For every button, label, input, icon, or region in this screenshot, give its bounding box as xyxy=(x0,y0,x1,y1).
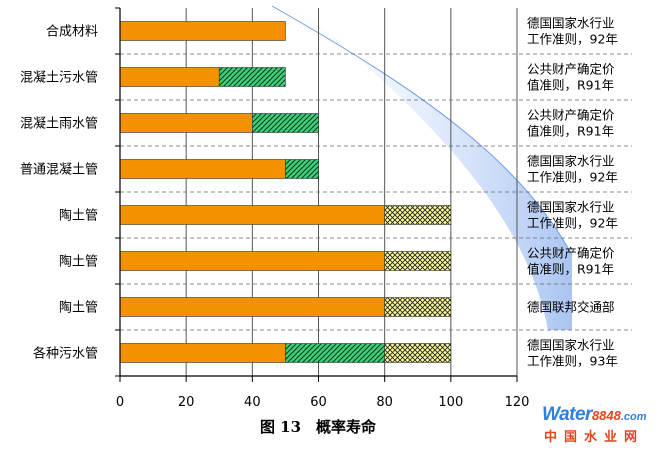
water8848-logo: Water8848.com 中国水业网 xyxy=(542,404,667,448)
x-tick-label: 100 xyxy=(438,395,463,410)
tick-labels: 0 20 40 60 80 100 120 xyxy=(116,395,530,410)
bar-segment xyxy=(285,159,319,179)
bar-segment xyxy=(218,67,286,87)
logo-number: 8848 xyxy=(591,408,621,423)
logo-water: Water xyxy=(542,404,592,425)
source-label: 工作准则，93年 xyxy=(527,354,618,369)
source-label: 德国国家水行业 xyxy=(527,16,615,31)
source-label: 公共财产确定价 xyxy=(527,108,615,123)
category-label: 普通混凝土管 xyxy=(20,162,98,178)
source-label: 值准则，R91年 xyxy=(527,78,614,93)
bar-segment xyxy=(384,343,452,363)
source-label: 德国联邦交通部 xyxy=(527,300,615,315)
category-label: 陶土管 xyxy=(59,254,98,270)
x-tick-label: 0 xyxy=(116,395,124,410)
category-label: 陶土管 xyxy=(59,208,98,224)
source-label: 工作准则，92年 xyxy=(527,216,618,231)
logo-domain: .com xyxy=(620,411,647,423)
source-label: 德国国家水行业 xyxy=(527,154,615,169)
x-tick-label: 20 xyxy=(178,395,195,410)
figure-caption: 图 13 概率寿命 xyxy=(260,418,377,436)
logo-chinese: 中国水业网 xyxy=(544,430,645,445)
axes xyxy=(115,7,518,382)
bar-segment xyxy=(119,67,220,87)
decorative-ribbon xyxy=(272,6,572,330)
bar-segment xyxy=(384,251,452,271)
x-tick-label: 80 xyxy=(376,395,393,410)
source-label: 公共财产确定价 xyxy=(527,246,615,261)
bar-segment xyxy=(384,205,452,225)
bar-segment xyxy=(384,297,452,317)
bar-segment xyxy=(119,21,286,41)
bar-segment xyxy=(119,113,253,133)
source-labels: 德国国家水行业工作准则，92年公共财产确定价值准则，R91年公共财产确定价值准则… xyxy=(527,16,618,369)
bar-segment xyxy=(119,205,385,225)
source-label: 德国国家水行业 xyxy=(527,200,615,215)
decorative-ribbon-edge xyxy=(271,5,573,256)
bar-segment xyxy=(119,297,385,317)
x-tick-label: 40 xyxy=(244,395,261,410)
source-label: 工作准则，92年 xyxy=(527,32,618,47)
bar-segment xyxy=(119,159,286,179)
bar-segment xyxy=(119,251,385,271)
x-tick-label: 120 xyxy=(505,395,530,410)
source-label: 德国国家水行业 xyxy=(527,338,615,353)
source-label: 值准则，R91年 xyxy=(527,124,614,139)
source-label: 工作准则，92年 xyxy=(527,170,618,185)
source-label: 值准则，R91年 xyxy=(527,262,614,277)
category-label: 各种污水管 xyxy=(33,346,98,362)
bar-segment xyxy=(119,343,286,363)
category-label: 合成材料 xyxy=(46,25,98,40)
category-label: 混凝土雨水管 xyxy=(20,116,98,132)
source-label: 公共财产确定价 xyxy=(527,62,615,77)
bar-segment xyxy=(285,343,385,363)
category-label: 混凝土污水管 xyxy=(20,70,98,86)
x-tick-label: 60 xyxy=(310,395,327,410)
category-label: 陶土管 xyxy=(59,300,98,316)
bar-segment xyxy=(252,113,319,133)
